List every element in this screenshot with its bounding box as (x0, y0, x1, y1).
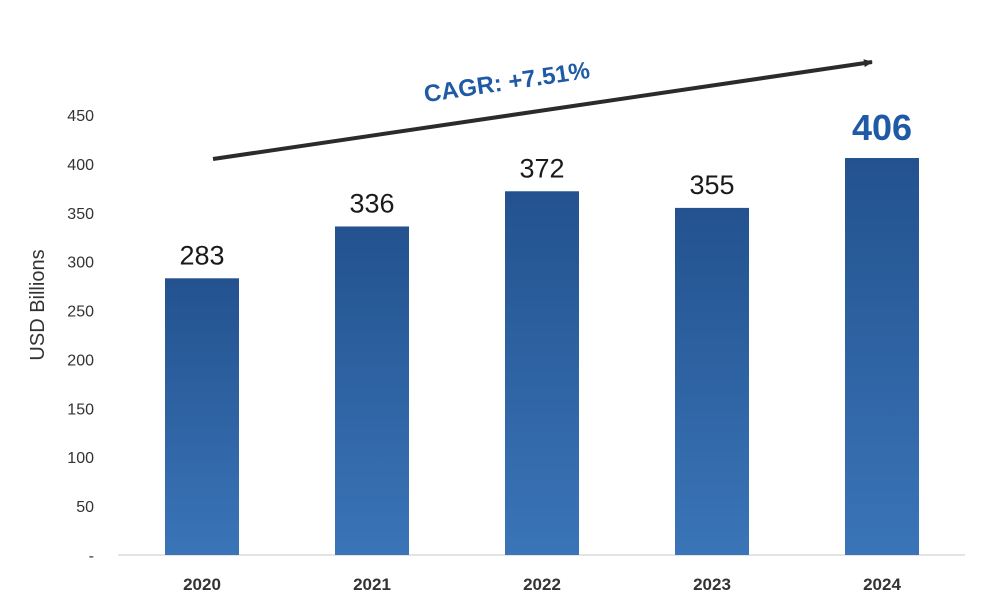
data-label-2024: 406 (852, 107, 912, 148)
bar-2020 (165, 278, 239, 555)
x-tick-label-2020: 2020 (183, 575, 221, 594)
x-tick-label-2023: 2023 (693, 575, 731, 594)
y-tick-label: 300 (67, 255, 94, 272)
y-tick-label: 200 (67, 352, 94, 369)
x-tick-label-2021: 2021 (353, 575, 391, 594)
y-tick-label: 150 (67, 401, 94, 418)
bar-2021 (335, 226, 409, 555)
data-label-2022: 372 (519, 153, 564, 183)
y-tick-label: 350 (67, 206, 94, 223)
x-axis-ticks: 2020 2021 2022 2023 2024 (183, 575, 901, 594)
cagr-annotation: CAGR: +7.51% (422, 57, 592, 108)
y-axis-ticks: - 50 100 150 200 250 300 350 400 450 (67, 108, 94, 565)
y-tick-label: 100 (67, 450, 94, 467)
y-tick-label: - (89, 548, 94, 565)
data-label-2021: 336 (349, 188, 394, 218)
bar-2023 (675, 207, 749, 555)
bar-2024 (845, 158, 919, 555)
y-tick-label: 250 (67, 304, 94, 321)
y-axis-label: USD Billions (27, 249, 49, 360)
x-tick-label-2024: 2024 (863, 575, 901, 594)
y-tick-label: 50 (76, 499, 94, 516)
bar-2022 (505, 191, 579, 555)
cagr-trend-arrow (212, 59, 873, 161)
x-tick-label-2022: 2022 (523, 575, 561, 594)
y-tick-label: 450 (67, 108, 94, 125)
data-label-2023: 355 (689, 170, 734, 200)
data-label-2020: 283 (179, 240, 224, 270)
y-tick-label: 400 (67, 157, 94, 174)
bars-group (165, 158, 919, 555)
data-labels-group: 283 336 372 355 406 (179, 107, 912, 270)
